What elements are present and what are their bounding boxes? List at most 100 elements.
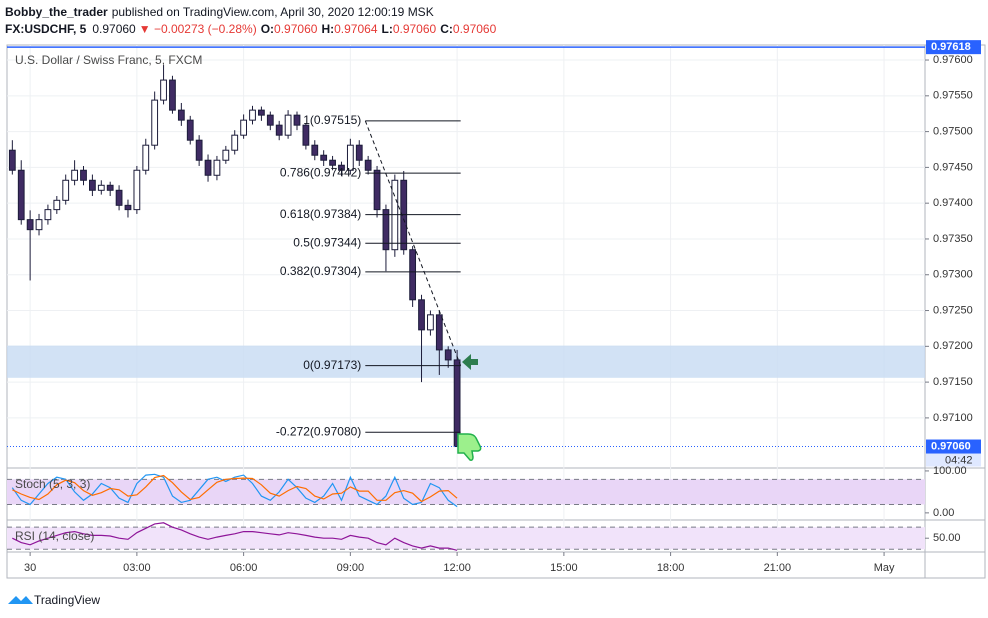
ohlc-value: 0.97060	[393, 22, 437, 36]
author: Bobby_the_trader	[5, 5, 108, 19]
candle-body	[231, 134, 239, 151]
x-tick-label: 21:00	[764, 562, 792, 574]
publish-line: Bobby_the_trader published on TradingView…	[5, 5, 434, 19]
y-tick-label: 0.97550	[933, 90, 973, 102]
candle-body	[302, 124, 310, 146]
x-tick-label: 06:00	[230, 562, 258, 574]
candle-body	[169, 79, 176, 111]
indicator-line	[11, 473, 458, 508]
y-tick-label: 100.00	[933, 465, 967, 477]
band-fill	[7, 527, 925, 550]
y-tick-label: 0.97100	[933, 412, 973, 424]
y-tick-label: 0.97350	[933, 233, 973, 245]
candle-body	[258, 109, 265, 116]
y-tick-label: 50.00	[933, 532, 961, 544]
x-tick-label: 18:00	[657, 562, 685, 574]
y-tick-label: 0.97500	[933, 126, 973, 138]
candle-body	[311, 144, 319, 156]
candle-body	[266, 114, 274, 126]
x-tick-label: 15:00	[550, 562, 578, 574]
candle-body	[409, 249, 417, 301]
candle-body	[382, 209, 390, 251]
ohlc-key: C:	[440, 22, 453, 36]
quote-line: FX:USDCHF, 5 0.97060 ▼ −0.00273 (−0.28%) O:…	[5, 22, 497, 36]
y-tick-label: 0.97200	[933, 340, 973, 352]
candle-body	[204, 159, 212, 176]
candle-body	[8, 149, 16, 171]
ohlc-value: 0.97060	[453, 22, 497, 36]
candle-body	[364, 159, 372, 171]
fib-label: 0.618(0.97384)	[280, 207, 361, 221]
candle-body	[44, 209, 52, 221]
candle-body	[418, 299, 425, 331]
candle-body	[293, 114, 301, 126]
candle-body	[160, 79, 167, 101]
fib-label: 0.5(0.97344)	[293, 235, 361, 249]
candle-body	[26, 219, 34, 231]
candle-body	[151, 99, 159, 146]
candle-body	[35, 219, 43, 231]
x-tick-label: 12:00	[443, 562, 471, 574]
candle-body	[71, 169, 78, 181]
candle-body	[195, 139, 203, 161]
candle-body	[435, 314, 443, 351]
y-tick-label: 0.97450	[933, 161, 973, 173]
candle-body	[427, 314, 434, 331]
price-label: 0.97060	[931, 440, 971, 452]
y-tick-label: 0.97600	[933, 54, 973, 66]
y-tick-label: 0.97250	[933, 304, 973, 316]
fib-trend-line	[364, 120, 462, 366]
fib-label: 0.382(0.97304)	[280, 264, 361, 278]
candle-body	[249, 109, 256, 121]
fib-label: 1(0.97515)	[303, 113, 361, 127]
candle-body	[62, 179, 70, 201]
candle-body	[80, 169, 87, 181]
x-tick-label: 09:00	[337, 562, 365, 574]
pane-title: U.S. Dollar / Swiss Franc, 5, FXCM	[15, 53, 202, 67]
candle-body	[177, 109, 185, 121]
candle-body	[89, 179, 96, 191]
countdown: 04:42	[945, 454, 973, 466]
candle-body	[124, 204, 132, 211]
pane-title: RSI (14, close)	[15, 529, 94, 543]
ohlc-key: H:	[321, 22, 334, 36]
chart-frame	[6, 44, 986, 579]
candle-body	[222, 149, 230, 161]
ohlc-value: 0.97064	[334, 22, 378, 36]
ohlc-key: L:	[382, 22, 393, 36]
brand-name: TradingView	[34, 593, 100, 607]
countdown-box	[926, 453, 981, 467]
candle-body	[373, 169, 381, 211]
fib-label: 0.786(0.97442)	[280, 165, 361, 179]
candle-body	[320, 154, 328, 161]
candle-body	[133, 169, 141, 211]
candle-body	[115, 189, 123, 206]
candle-body	[106, 184, 114, 191]
candle-body	[284, 114, 292, 136]
y-tick-label: 0.97150	[933, 376, 973, 388]
published-info: published on TradingView.com, April 30, …	[112, 5, 434, 19]
last-price: 0.97060	[92, 22, 136, 36]
pane-title: Stoch (5, 3, 3)	[15, 477, 90, 491]
y-tick-label: 0.97400	[933, 197, 973, 209]
candle-body	[97, 184, 105, 191]
ohlc-key: O:	[261, 22, 274, 36]
price-change: ▼ −0.00273 (−0.28%)	[139, 22, 257, 36]
ohlc-value: 0.97060	[274, 22, 318, 36]
fib-label: -0.272(0.97080)	[276, 424, 361, 438]
x-tick-label: 03:00	[123, 562, 151, 574]
band-fill	[7, 479, 925, 505]
symbol: FX:USDCHF, 5	[5, 22, 87, 36]
y-tick-label: 0.00	[933, 507, 954, 519]
brand-logo	[8, 596, 33, 604]
arrow-icon	[462, 354, 478, 370]
candle-body	[17, 169, 25, 221]
candle-body	[142, 144, 150, 171]
candle-body	[355, 144, 363, 161]
candle-body	[186, 119, 194, 141]
candle-body	[213, 159, 221, 176]
candle-body	[444, 349, 452, 361]
price-label-box	[926, 439, 981, 454]
